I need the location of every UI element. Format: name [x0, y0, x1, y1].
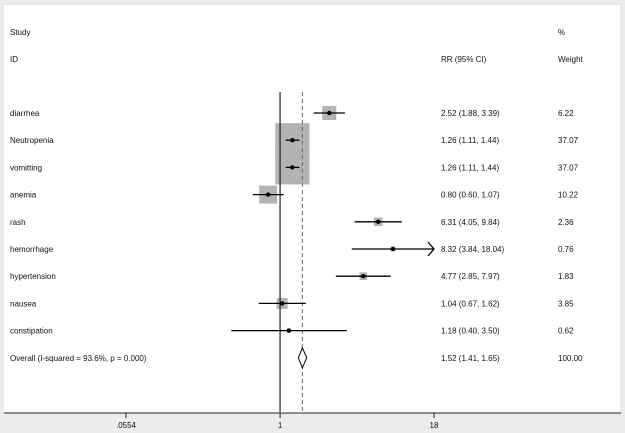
- overall-weight-label: 100.00: [558, 354, 583, 363]
- study-label: rash: [10, 218, 26, 227]
- x-tick-label: 18: [430, 421, 439, 430]
- weight-label: 3.85: [558, 299, 574, 308]
- effect-ci-label: 1.26 (1.11, 1.44): [441, 136, 499, 145]
- header-study: Study: [10, 28, 30, 37]
- weight-label: 37.07: [558, 136, 579, 145]
- effect-ci-label: 1.18 (0.40, 3.50): [441, 327, 500, 336]
- point-estimate: [327, 110, 332, 116]
- overall-diamond: [297, 346, 308, 370]
- effect-ci-label: 8.32 (3.84, 18.04): [441, 245, 504, 254]
- x-tick-label: 1: [278, 421, 283, 430]
- study-label: constipation: [10, 327, 53, 336]
- study-label: Neutropenia: [10, 136, 54, 145]
- weight-label: 1.83: [558, 272, 574, 281]
- point-estimate: [290, 165, 295, 170]
- weight-label: 37.07: [558, 163, 579, 172]
- study-label: anemia: [10, 191, 37, 200]
- point-estimate: [286, 328, 292, 333]
- point-estimate: [375, 219, 381, 224]
- point-estimate: [390, 246, 396, 252]
- point-estimate: [361, 274, 366, 279]
- header-effect: RR (95% CI): [441, 55, 487, 64]
- effect-ci-label: 4.77 (2.85, 7.97): [441, 272, 500, 281]
- header-weight: Weight: [558, 55, 584, 64]
- effect-ci-label: 0.80 (0.60, 1.07): [441, 191, 500, 200]
- effect-ci-label: 1.26 (1.11, 1.44): [441, 163, 499, 172]
- point-estimate: [290, 138, 295, 143]
- study-label: hypertension: [10, 272, 56, 281]
- study-label: hemorrhage: [10, 245, 54, 254]
- plot-panel: [2, 3, 622, 414]
- x-tick-label: .0554: [116, 421, 137, 430]
- overall-label: Overall (I-squared = 93.6%, p = 0.000): [10, 354, 147, 363]
- effect-ci-label: 2.52 (1.88, 3.39): [441, 109, 500, 118]
- weight-label: 6.22: [558, 109, 574, 118]
- study-label: vomitting: [10, 163, 42, 172]
- study-label: nausea: [10, 299, 37, 308]
- effect-ci-label: 6.31 (4.05, 9.84): [441, 218, 500, 227]
- weight-label: 0.62: [558, 327, 574, 336]
- weight-label: 2.36: [558, 218, 574, 227]
- point-estimate: [279, 301, 285, 306]
- effect-ci-label: 1.04 (0.67, 1.62): [441, 299, 500, 308]
- weight-label: 10.22: [558, 191, 579, 200]
- overall-ci-label: 1.52 (1.41, 1.65): [441, 354, 500, 363]
- ci-arrow: [427, 241, 435, 257]
- weight-label: 0.76: [558, 245, 574, 254]
- header-id: ID: [10, 55, 18, 64]
- point-estimate: [265, 192, 271, 197]
- header-weight-percent: %: [558, 28, 565, 37]
- study-label: diarrhea: [10, 109, 40, 118]
